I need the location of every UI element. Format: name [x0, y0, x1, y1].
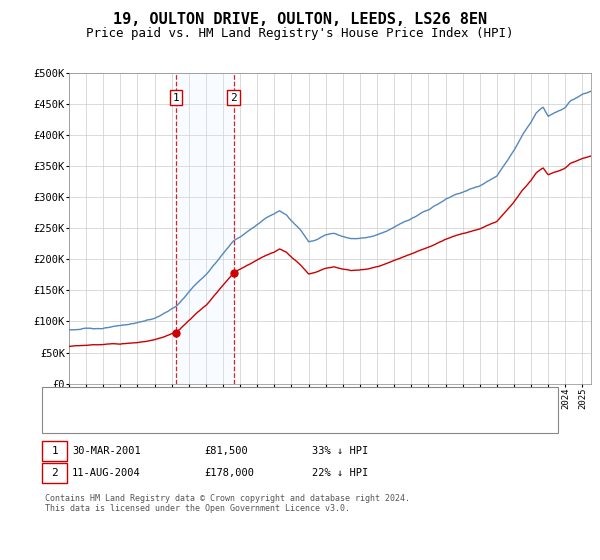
Text: £81,500: £81,500 [204, 446, 248, 456]
Text: 2: 2 [230, 92, 237, 102]
Text: 1: 1 [51, 446, 58, 456]
Text: 11-AUG-2004: 11-AUG-2004 [72, 468, 141, 478]
Text: Contains HM Land Registry data © Crown copyright and database right 2024.
This d: Contains HM Land Registry data © Crown c… [45, 494, 410, 514]
Text: 30-MAR-2001: 30-MAR-2001 [72, 446, 141, 456]
Text: Price paid vs. HM Land Registry's House Price Index (HPI): Price paid vs. HM Land Registry's House … [86, 27, 514, 40]
Text: 19, OULTON DRIVE, OULTON,  LEEDS, LS26 8EN (detached house): 19, OULTON DRIVE, OULTON, LEEDS, LS26 8E… [92, 399, 439, 409]
Text: £178,000: £178,000 [204, 468, 254, 478]
Text: 19, OULTON DRIVE, OULTON, LEEDS, LS26 8EN: 19, OULTON DRIVE, OULTON, LEEDS, LS26 8E… [113, 12, 487, 27]
Text: 33% ↓ HPI: 33% ↓ HPI [312, 446, 368, 456]
Text: 2: 2 [51, 468, 58, 478]
Bar [176, 73, 233, 384]
Text: 22% ↓ HPI: 22% ↓ HPI [312, 468, 368, 478]
Text: 1: 1 [173, 92, 179, 102]
Text: HPI: Average price, detached house, Leeds: HPI: Average price, detached house, Leed… [92, 415, 332, 425]
